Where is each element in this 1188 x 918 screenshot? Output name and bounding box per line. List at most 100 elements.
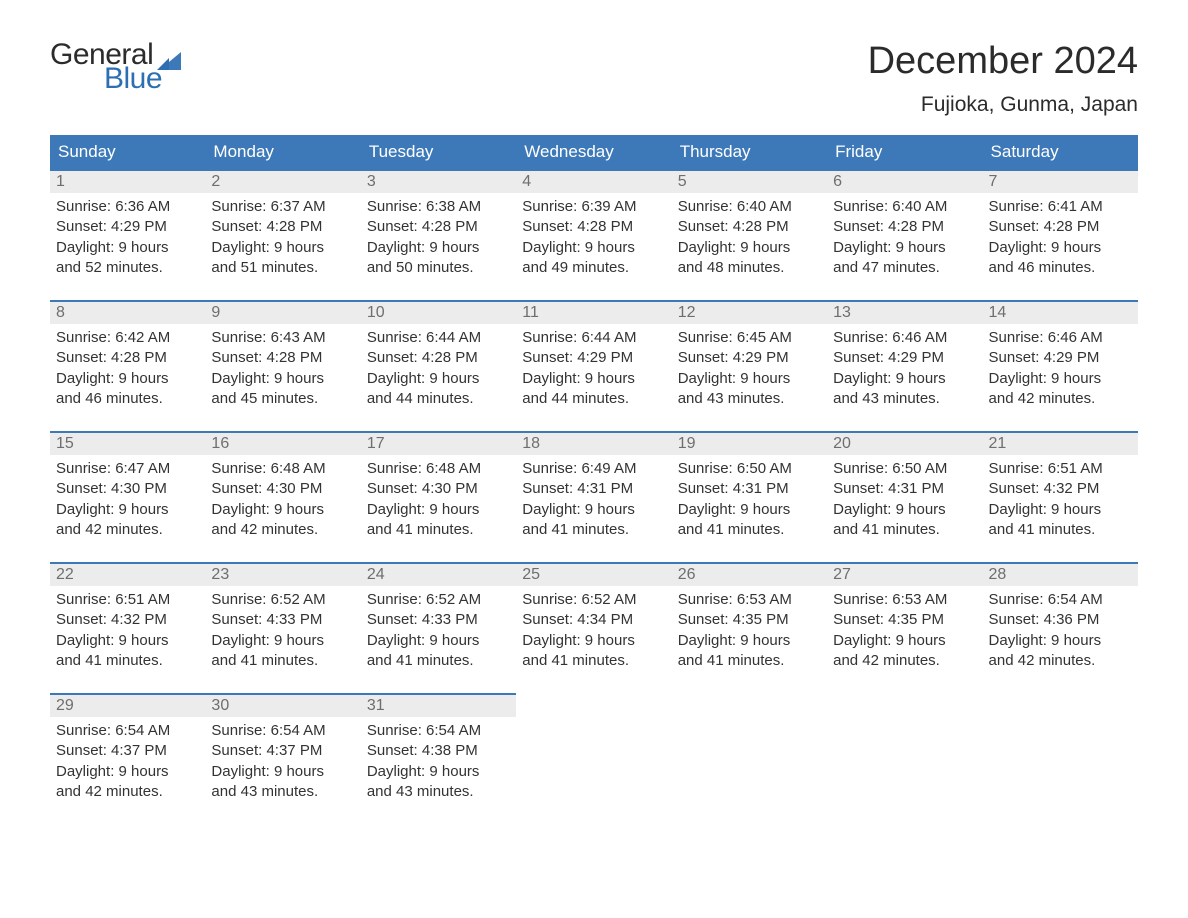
day-cell: 19Sunrise: 6:50 AMSunset: 4:31 PMDayligh…	[672, 431, 827, 544]
daylight-line: and 45 minutes.	[211, 389, 354, 409]
sunrise-line: Sunrise: 6:37 AM	[211, 197, 354, 217]
daylight-line: and 41 minutes.	[678, 651, 821, 671]
daylight-line: and 50 minutes.	[367, 258, 510, 278]
daylight-line: and 48 minutes.	[678, 258, 821, 278]
day-cell: 4Sunrise: 6:39 AMSunset: 4:28 PMDaylight…	[516, 169, 671, 282]
day-number: 20	[827, 431, 982, 455]
day-number: 29	[50, 693, 205, 717]
sunset-line: Sunset: 4:29 PM	[678, 348, 821, 368]
daylight-line: and 42 minutes.	[56, 520, 199, 540]
day-cell: 11Sunrise: 6:44 AMSunset: 4:29 PMDayligh…	[516, 300, 671, 413]
daylight-line: Daylight: 9 hours	[833, 631, 976, 651]
day-details: Sunrise: 6:36 AMSunset: 4:29 PMDaylight:…	[50, 193, 205, 282]
day-cell: 29Sunrise: 6:54 AMSunset: 4:37 PMDayligh…	[50, 693, 205, 806]
day-cell: 21Sunrise: 6:51 AMSunset: 4:32 PMDayligh…	[983, 431, 1138, 544]
dow-cell: Wednesday	[516, 135, 671, 169]
day-cell: 25Sunrise: 6:52 AMSunset: 4:34 PMDayligh…	[516, 562, 671, 675]
week-row: 15Sunrise: 6:47 AMSunset: 4:30 PMDayligh…	[50, 431, 1138, 544]
dow-cell: Tuesday	[361, 135, 516, 169]
daylight-line: and 41 minutes.	[367, 651, 510, 671]
sunset-line: Sunset: 4:38 PM	[367, 741, 510, 761]
sunrise-line: Sunrise: 6:54 AM	[56, 721, 199, 741]
day-cell: 2Sunrise: 6:37 AMSunset: 4:28 PMDaylight…	[205, 169, 360, 282]
sunset-line: Sunset: 4:31 PM	[833, 479, 976, 499]
day-cell: 23Sunrise: 6:52 AMSunset: 4:33 PMDayligh…	[205, 562, 360, 675]
day-cell: 26Sunrise: 6:53 AMSunset: 4:35 PMDayligh…	[672, 562, 827, 675]
sunset-line: Sunset: 4:34 PM	[522, 610, 665, 630]
day-details: Sunrise: 6:47 AMSunset: 4:30 PMDaylight:…	[50, 455, 205, 544]
sunset-line: Sunset: 4:36 PM	[989, 610, 1132, 630]
daylight-line: Daylight: 9 hours	[367, 500, 510, 520]
day-details: Sunrise: 6:53 AMSunset: 4:35 PMDaylight:…	[827, 586, 982, 675]
day-cell: 8Sunrise: 6:42 AMSunset: 4:28 PMDaylight…	[50, 300, 205, 413]
daylight-line: and 41 minutes.	[989, 520, 1132, 540]
sunset-line: Sunset: 4:33 PM	[211, 610, 354, 630]
sunset-line: Sunset: 4:29 PM	[989, 348, 1132, 368]
day-number: 9	[205, 300, 360, 324]
sunset-line: Sunset: 4:31 PM	[678, 479, 821, 499]
sunrise-line: Sunrise: 6:46 AM	[833, 328, 976, 348]
daylight-line: and 49 minutes.	[522, 258, 665, 278]
daylight-line: and 43 minutes.	[211, 782, 354, 802]
daylight-line: and 41 minutes.	[522, 520, 665, 540]
week-row: 22Sunrise: 6:51 AMSunset: 4:32 PMDayligh…	[50, 562, 1138, 675]
sunrise-line: Sunrise: 6:52 AM	[522, 590, 665, 610]
sunrise-line: Sunrise: 6:53 AM	[833, 590, 976, 610]
day-cell: 15Sunrise: 6:47 AMSunset: 4:30 PMDayligh…	[50, 431, 205, 544]
daylight-line: Daylight: 9 hours	[211, 762, 354, 782]
daylight-line: and 43 minutes.	[367, 782, 510, 802]
calendar: SundayMondayTuesdayWednesdayThursdayFrid…	[50, 135, 1138, 806]
day-number: 31	[361, 693, 516, 717]
sunrise-line: Sunrise: 6:53 AM	[678, 590, 821, 610]
day-cell: 30Sunrise: 6:54 AMSunset: 4:37 PMDayligh…	[205, 693, 360, 806]
sunrise-line: Sunrise: 6:52 AM	[367, 590, 510, 610]
daylight-line: Daylight: 9 hours	[522, 369, 665, 389]
day-cell: 20Sunrise: 6:50 AMSunset: 4:31 PMDayligh…	[827, 431, 982, 544]
title-block: December 2024 Fujioka, Gunma, Japan	[868, 40, 1138, 117]
daylight-line: Daylight: 9 hours	[833, 238, 976, 258]
day-number: 4	[516, 169, 671, 193]
day-cell	[672, 693, 827, 806]
day-number: 26	[672, 562, 827, 586]
sunset-line: Sunset: 4:28 PM	[833, 217, 976, 237]
day-cell: 9Sunrise: 6:43 AMSunset: 4:28 PMDaylight…	[205, 300, 360, 413]
daylight-line: and 41 minutes.	[678, 520, 821, 540]
day-number: 17	[361, 431, 516, 455]
week-row: 8Sunrise: 6:42 AMSunset: 4:28 PMDaylight…	[50, 300, 1138, 413]
day-number: 1	[50, 169, 205, 193]
sunrise-line: Sunrise: 6:54 AM	[989, 590, 1132, 610]
day-details: Sunrise: 6:50 AMSunset: 4:31 PMDaylight:…	[672, 455, 827, 544]
sunset-line: Sunset: 4:28 PM	[367, 217, 510, 237]
daylight-line: Daylight: 9 hours	[989, 238, 1132, 258]
sunset-line: Sunset: 4:28 PM	[211, 217, 354, 237]
daylight-line: Daylight: 9 hours	[367, 631, 510, 651]
day-details: Sunrise: 6:52 AMSunset: 4:34 PMDaylight:…	[516, 586, 671, 675]
daylight-line: Daylight: 9 hours	[833, 500, 976, 520]
sunset-line: Sunset: 4:28 PM	[211, 348, 354, 368]
day-cell: 16Sunrise: 6:48 AMSunset: 4:30 PMDayligh…	[205, 431, 360, 544]
day-number: 16	[205, 431, 360, 455]
daylight-line: and 47 minutes.	[833, 258, 976, 278]
sunset-line: Sunset: 4:33 PM	[367, 610, 510, 630]
day-cell: 12 Sunrise: 6:45 AMSunset: 4:29 PMDayligh…	[672, 300, 827, 413]
sunset-line: Sunset: 4:30 PM	[56, 479, 199, 499]
day-number: 12	[672, 300, 827, 324]
day-number: 28	[983, 562, 1138, 586]
dow-cell: Saturday	[983, 135, 1138, 169]
day-details: Sunrise: 6:49 AMSunset: 4:31 PMDaylight:…	[516, 455, 671, 544]
daylight-line: Daylight: 9 hours	[678, 369, 821, 389]
day-cell: 18Sunrise: 6:49 AMSunset: 4:31 PMDayligh…	[516, 431, 671, 544]
day-number: 6	[827, 169, 982, 193]
sunrise-line: Sunrise: 6:45 AM	[678, 328, 821, 348]
day-details: Sunrise: 6:41 AMSunset: 4:28 PMDaylight:…	[983, 193, 1138, 282]
daylight-line: and 44 minutes.	[522, 389, 665, 409]
sunrise-line: Sunrise: 6:50 AM	[678, 459, 821, 479]
day-details: Sunrise: 6:54 AMSunset: 4:38 PMDaylight:…	[361, 717, 516, 806]
daylight-line: Daylight: 9 hours	[678, 631, 821, 651]
day-details: Sunrise: 6:51 AMSunset: 4:32 PMDaylight:…	[50, 586, 205, 675]
day-number: 21	[983, 431, 1138, 455]
day-number: 13	[827, 300, 982, 324]
day-cell: 1Sunrise: 6:36 AMSunset: 4:29 PMDaylight…	[50, 169, 205, 282]
day-number: 30	[205, 693, 360, 717]
daylight-line: Daylight: 9 hours	[56, 238, 199, 258]
